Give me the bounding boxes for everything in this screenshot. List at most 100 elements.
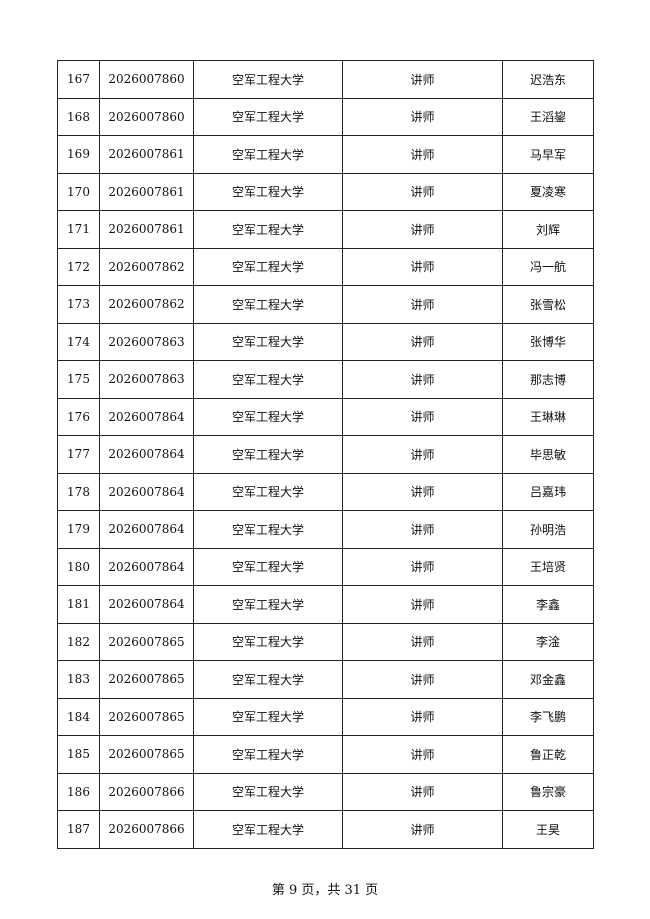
- cell-id-number: 2026007864: [99, 472, 194, 511]
- cell-id-number: 2026007863: [99, 322, 194, 361]
- cell-institution: 空军工程大学: [193, 247, 343, 286]
- cell-id-number: 2026007865: [99, 735, 194, 774]
- cell-row-number: 184: [57, 697, 100, 736]
- table-row: 178 2026007864 空军工程大学 讲师 吕嘉玮: [57, 472, 594, 511]
- cell-institution: 空军工程大学: [193, 510, 343, 549]
- cell-row-number: 186: [57, 772, 100, 811]
- table-row: 176 2026007864 空军工程大学 讲师 王琳琳: [57, 397, 594, 436]
- cell-institution: 空军工程大学: [193, 360, 343, 399]
- cell-name: 冯一航: [502, 247, 594, 286]
- cell-row-number: 176: [57, 397, 100, 436]
- cell-institution: 空军工程大学: [193, 585, 343, 624]
- cell-institution: 空军工程大学: [193, 135, 343, 174]
- cell-row-number: 178: [57, 472, 100, 511]
- table-row: 177 2026007864 空军工程大学 讲师 毕思敏: [57, 435, 594, 474]
- cell-institution: 空军工程大学: [193, 622, 343, 661]
- cell-id-number: 2026007863: [99, 360, 194, 399]
- cell-title: 讲师: [342, 210, 503, 249]
- table-row: 184 2026007865 空军工程大学 讲师 李飞鹏: [57, 697, 594, 736]
- table-row: 187 2026007866 空军工程大学 讲师 王昊: [57, 810, 594, 849]
- cell-id-number: 2026007865: [99, 697, 194, 736]
- cell-title: 讲师: [342, 285, 503, 324]
- cell-institution: 空军工程大学: [193, 285, 343, 324]
- cell-name: 鲁宗豪: [502, 772, 594, 811]
- cell-id-number: 2026007861: [99, 135, 194, 174]
- cell-institution: 空军工程大学: [193, 172, 343, 211]
- cell-row-number: 167: [57, 60, 100, 99]
- cell-id-number: 2026007866: [99, 772, 194, 811]
- cell-row-number: 187: [57, 810, 100, 849]
- cell-title: 讲师: [342, 810, 503, 849]
- cell-name: 王培贤: [502, 547, 594, 586]
- cell-institution: 空军工程大学: [193, 435, 343, 474]
- table-row: 183 2026007865 空军工程大学 讲师 邓金鑫: [57, 660, 594, 699]
- cell-title: 讲师: [342, 60, 503, 99]
- cell-institution: 空军工程大学: [193, 322, 343, 361]
- cell-name: 张雪松: [502, 285, 594, 324]
- table-row: 171 2026007861 空军工程大学 讲师 刘辉: [57, 210, 594, 249]
- cell-title: 讲师: [342, 397, 503, 436]
- cell-name: 孙明浩: [502, 510, 594, 549]
- cell-name: 那志博: [502, 360, 594, 399]
- cell-row-number: 172: [57, 247, 100, 286]
- table-row: 167 2026007860 空军工程大学 讲师 迟浩东: [57, 60, 594, 99]
- cell-institution: 空军工程大学: [193, 60, 343, 99]
- table-row: 170 2026007861 空军工程大学 讲师 夏凌寒: [57, 172, 594, 211]
- cell-title: 讲师: [342, 697, 503, 736]
- cell-institution: 空军工程大学: [193, 697, 343, 736]
- cell-id-number: 2026007862: [99, 285, 194, 324]
- cell-title: 讲师: [342, 322, 503, 361]
- cell-title: 讲师: [342, 360, 503, 399]
- cell-institution: 空军工程大学: [193, 810, 343, 849]
- table-row: 186 2026007866 空军工程大学 讲师 鲁宗豪: [57, 772, 594, 811]
- cell-institution: 空军工程大学: [193, 735, 343, 774]
- cell-title: 讲师: [342, 622, 503, 661]
- cell-name: 王昊: [502, 810, 594, 849]
- cell-row-number: 180: [57, 547, 100, 586]
- personnel-table: 167 2026007860 空军工程大学 讲师 迟浩东 168 2026007860 空军工…: [57, 60, 594, 849]
- cell-institution: 空军工程大学: [193, 472, 343, 511]
- table-row: 174 2026007863 空军工程大学 讲师 张博华: [57, 322, 594, 361]
- cell-row-number: 170: [57, 172, 100, 211]
- cell-name: 邓金鑫: [502, 660, 594, 699]
- table-row: 180 2026007864 空军工程大学 讲师 王培贤: [57, 547, 594, 586]
- cell-name: 王琳琳: [502, 397, 594, 436]
- cell-id-number: 2026007865: [99, 660, 194, 699]
- cell-id-number: 2026007861: [99, 172, 194, 211]
- cell-title: 讲师: [342, 660, 503, 699]
- cell-title: 讲师: [342, 772, 503, 811]
- cell-institution: 空军工程大学: [193, 772, 343, 811]
- cell-row-number: 174: [57, 322, 100, 361]
- cell-name: 马早军: [502, 135, 594, 174]
- page-footer: 第 9 页，共 31 页: [271, 883, 379, 898]
- cell-title: 讲师: [342, 135, 503, 174]
- cell-row-number: 173: [57, 285, 100, 324]
- cell-title: 讲师: [342, 435, 503, 474]
- cell-name: 王滔鋆: [502, 97, 594, 136]
- cell-institution: 空军工程大学: [193, 97, 343, 136]
- cell-institution: 空军工程大学: [193, 210, 343, 249]
- cell-id-number: 2026007860: [99, 60, 194, 99]
- cell-name: 李淦: [502, 622, 594, 661]
- cell-name: 李鑫: [502, 585, 594, 624]
- cell-id-number: 2026007866: [99, 810, 194, 849]
- cell-id-number: 2026007864: [99, 510, 194, 549]
- cell-name: 刘辉: [502, 210, 594, 249]
- table-row: 182 2026007865 空军工程大学 讲师 李淦: [57, 622, 594, 661]
- cell-id-number: 2026007864: [99, 585, 194, 624]
- cell-row-number: 175: [57, 360, 100, 399]
- table-row: 179 2026007864 空军工程大学 讲师 孙明浩: [57, 510, 594, 549]
- table-row: 172 2026007862 空军工程大学 讲师 冯一航: [57, 247, 594, 286]
- cell-name: 张博华: [502, 322, 594, 361]
- cell-institution: 空军工程大学: [193, 397, 343, 436]
- cell-title: 讲师: [342, 510, 503, 549]
- cell-title: 讲师: [342, 472, 503, 511]
- table-row: 169 2026007861 空军工程大学 讲师 马早军: [57, 135, 594, 174]
- cell-id-number: 2026007861: [99, 210, 194, 249]
- cell-row-number: 183: [57, 660, 100, 699]
- cell-row-number: 168: [57, 97, 100, 136]
- cell-id-number: 2026007864: [99, 547, 194, 586]
- cell-institution: 空军工程大学: [193, 660, 343, 699]
- cell-title: 讲师: [342, 247, 503, 286]
- cell-title: 讲师: [342, 547, 503, 586]
